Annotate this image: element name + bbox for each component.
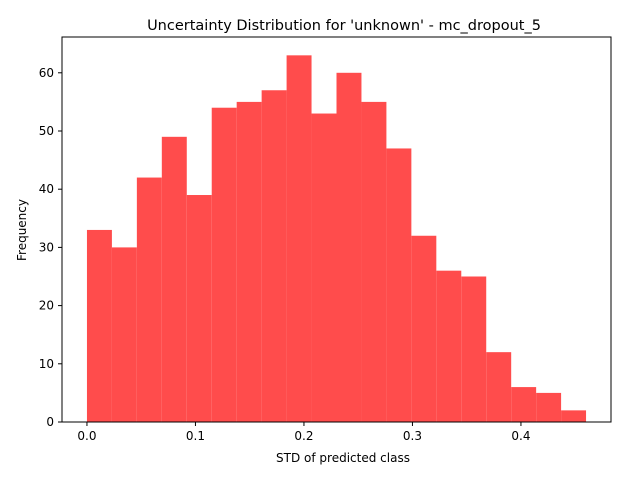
- histogram-bar: [286, 55, 312, 422]
- histogram-bar: [511, 387, 537, 422]
- histogram-bar: [261, 90, 287, 422]
- y-ticks-group: 0 10 20 30 40 50 60: [39, 66, 62, 429]
- x-axis-label: STD of predicted class: [276, 451, 410, 465]
- y-tick-label: 50: [39, 124, 54, 138]
- histogram-bar: [461, 276, 487, 422]
- histogram-bar: [86, 229, 112, 422]
- histogram-bar: [336, 72, 362, 423]
- histogram-bar: [411, 235, 437, 422]
- y-tick-label: 20: [39, 299, 54, 313]
- x-tick-label: 0.3: [403, 429, 422, 443]
- histogram-bar: [111, 247, 137, 422]
- x-tick-label: 0.4: [511, 429, 530, 443]
- bars-group: [86, 55, 587, 423]
- histogram-bar: [386, 148, 412, 423]
- plot-frame: [61, 36, 612, 423]
- histogram-bar: [561, 410, 587, 422]
- x-ticks-group: 0.0 0.1 0.2 0.3 0.4: [77, 422, 530, 443]
- histogram-bar: [186, 195, 212, 422]
- y-tick-label: 40: [39, 182, 54, 196]
- histogram-bar: [236, 101, 262, 423]
- x-tick-label: 0.0: [77, 429, 96, 443]
- histogram-bar: [161, 136, 187, 422]
- histogram-bar: [486, 352, 512, 422]
- histogram-bar: [211, 107, 237, 422]
- x-tick-label: 0.1: [186, 429, 205, 443]
- y-tick-label: 60: [39, 66, 54, 80]
- y-tick-label: 0: [46, 415, 54, 429]
- histogram-bar: [361, 101, 387, 423]
- histogram-bar: [136, 177, 162, 422]
- y-tick-label: 30: [39, 240, 54, 254]
- y-axis-label: Frequency: [15, 199, 29, 261]
- histogram-bar: [311, 113, 337, 422]
- x-tick-label: 0.2: [294, 429, 313, 443]
- histogram-bar: [536, 392, 562, 422]
- histogram-bar: [436, 270, 462, 422]
- y-tick-label: 10: [39, 357, 54, 371]
- chart-title: Uncertainty Distribution for 'unknown' -…: [147, 18, 541, 34]
